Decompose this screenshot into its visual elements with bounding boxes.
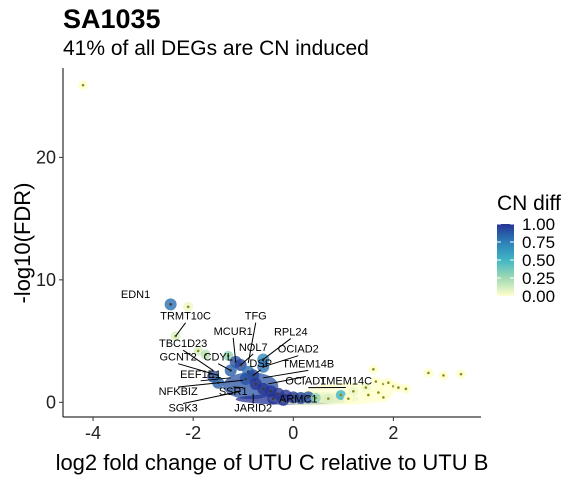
leader-line-12	[200, 377, 231, 382]
gene-label: SSR1	[219, 386, 248, 398]
data-point-core-41	[427, 371, 430, 375]
legend-label: 0.00	[522, 287, 555, 306]
data-point-core-6	[226, 354, 230, 358]
data-point-core-20	[276, 392, 280, 396]
data-point-core-31	[364, 386, 368, 389]
data-point-core-1	[169, 303, 172, 306]
leader-line-4	[262, 338, 292, 360]
data-point-core-17	[254, 382, 258, 386]
leader-line-3	[232, 337, 237, 362]
data-point-core-2	[186, 305, 190, 309]
data-point-core-4	[196, 349, 200, 353]
leader-line-18	[183, 390, 241, 404]
x-tick-label: -2	[185, 423, 201, 443]
gene-label: SGK3	[168, 402, 197, 414]
data-point-core-30	[352, 389, 355, 393]
leader-line-2	[247, 322, 257, 364]
legend-label: 0.75	[522, 233, 555, 252]
gene-label: NFKBIZ	[159, 386, 198, 398]
gene-label: CDYL	[204, 352, 233, 364]
data-point-core-18	[261, 387, 265, 391]
gene-label: JARID2	[234, 402, 272, 414]
y-tick-label: 20	[36, 147, 56, 167]
gene-label: EEF1E1	[180, 369, 221, 381]
data-point-core-5	[204, 353, 207, 356]
data-point-core-38	[404, 387, 408, 391]
gene-label: OCIAD1	[285, 376, 326, 388]
leader-line-11	[263, 369, 309, 379]
gene-label: RPL24	[274, 327, 308, 339]
legend-label: 1.00	[522, 215, 555, 234]
x-tick-label: -4	[85, 423, 101, 443]
x-tick-label: 0	[288, 423, 298, 443]
data-point-core-22	[291, 396, 295, 399]
gene-label: NOL7	[239, 342, 268, 354]
gene-label: DSP	[249, 358, 272, 370]
data-point-core-0	[81, 83, 85, 87]
data-point-core-43	[459, 372, 463, 376]
data-point-core-33	[374, 380, 378, 383]
data-point-core-26	[281, 398, 285, 402]
gene-label: ARMC1	[279, 393, 318, 405]
data-point-core-39	[377, 391, 380, 394]
gene-label: TFG	[245, 311, 267, 323]
data-point-core-19	[269, 389, 273, 393]
gene-label: EDN1	[121, 289, 150, 301]
data-point-core-16	[244, 377, 248, 381]
y-tick-label: 10	[36, 270, 56, 290]
leader-line-6	[240, 353, 254, 366]
x-tick-label: 2	[388, 423, 398, 443]
legend-title: CN diff	[497, 192, 561, 215]
leader-line-9	[217, 363, 231, 371]
y-axis-ticks: 0 10 20	[36, 147, 63, 412]
data-point-core-40	[367, 393, 370, 397]
gene-label: TBC1D23	[159, 338, 207, 350]
legend: CN diff 1.000.750.500.250.00	[497, 192, 561, 306]
gene-label: TMEM14C	[320, 376, 373, 388]
data-point-core-42	[442, 374, 445, 377]
leader-line-8	[177, 363, 219, 376]
leader-line-7	[263, 355, 299, 368]
y-axis-title: -log10(FDR)	[10, 182, 35, 303]
x-axis-title: log2 fold change of UTU C relative to UT…	[56, 450, 489, 475]
data-point-core-27	[314, 396, 318, 400]
data-point-core-23	[299, 396, 303, 400]
chart-subtitle: 41% of all DEGs are CN induced	[63, 37, 369, 60]
gene-labels-layer: EDN1 TRMT10C TFG MCUR1 RPL24 TBC1D23 NOL7 OCIAD…	[121, 289, 372, 414]
data-point-core-35	[387, 381, 390, 385]
data-point-core-25	[271, 397, 275, 400]
legend-label: 0.25	[522, 269, 555, 288]
leader-line-5	[182, 349, 214, 371]
leader-line-15	[178, 379, 244, 388]
gene-label: TMEM14B	[282, 358, 334, 370]
y-tick-label: 0	[46, 392, 56, 412]
data-point-core-32	[372, 367, 375, 371]
gene-label: TRMT10C	[160, 311, 211, 323]
legend-label: 0.50	[522, 251, 555, 270]
data-point-core-44	[382, 396, 385, 399]
leader-line-16	[233, 386, 244, 389]
leader-lines-layer	[175, 322, 346, 404]
chart-title: SA1035	[63, 4, 161, 34]
x-axis-ticks: -4 -2 0 2	[85, 417, 398, 443]
gene-label: MCUR1	[214, 326, 253, 338]
data-point-core-12	[211, 375, 215, 378]
data-point-core-24	[306, 396, 310, 399]
leader-line-13	[268, 376, 306, 385]
legend-colorbar	[497, 224, 514, 296]
leader-line-10	[252, 369, 262, 376]
legend-ticks: 1.000.750.500.250.00	[497, 215, 555, 306]
gene-label: GCNT2	[159, 352, 196, 364]
leader-line-1	[175, 322, 187, 337]
data-point-core-28	[327, 397, 330, 400]
data-point-core-45	[347, 397, 350, 400]
gene-label: OCIAD2	[278, 344, 319, 356]
data-point-core-29	[339, 393, 343, 397]
data-point-core-37	[397, 386, 400, 389]
